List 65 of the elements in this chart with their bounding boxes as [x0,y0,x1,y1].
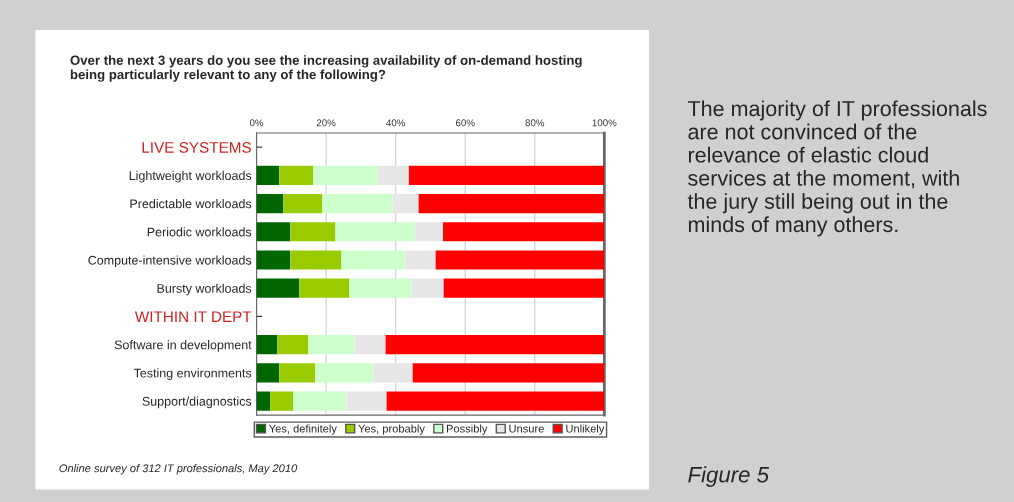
bar [313,165,379,185]
x-tick-label: 20% [316,119,336,127]
x-tick-label: 40% [386,119,406,127]
bar [373,363,413,383]
bar [283,193,323,214]
legend-label: Unsure [509,424,544,433]
bar [443,278,605,298]
bar [341,250,406,270]
y-tick-label: LIVE SYSTEMS [142,142,251,153]
y-tick-label: Compute-intensive workloads [88,255,252,268]
bar [378,165,409,185]
text: The majority of IT professionals are not convinced of the relevance of elastic cloud services at the moment, with the jury still being out in the minds of many others. [687,100,987,237]
bar [293,391,347,411]
y-tick-label: Predictable workloads [130,199,252,209]
legend-label: Yes, definitely [268,424,337,435]
bar [414,222,443,242]
text: Online survey of 312 IT professionals, May 2010 [59,464,298,475]
bar [322,193,393,214]
bar [392,193,419,214]
bar [405,250,436,270]
bar [277,335,309,355]
bar [442,222,605,242]
legend-label: Unlikely [566,424,605,435]
bar [408,165,605,185]
bar [256,335,278,355]
bar [335,222,415,242]
bar [256,165,280,185]
bar [256,193,284,214]
bar [256,363,280,383]
y-tick-label: Support/diagnostics [142,396,252,409]
y-tick-label: Software in development [114,340,252,352]
y-tick-label: Periodic workloads [147,227,252,237]
bar [315,363,374,383]
bar [354,335,386,355]
caption: Figure 5 [688,466,770,487]
bar [418,193,605,214]
bar [279,165,314,185]
bar [290,250,342,270]
x-tick-label: 60% [455,119,475,127]
bar [256,222,291,242]
bar [256,250,291,270]
bar [290,222,336,242]
bar [256,391,271,411]
bar [308,335,355,355]
bar [256,278,300,298]
y-tick-label: WITHIN IT DEPT [134,311,252,322]
x-tick-label: 80% [525,119,545,127]
x-tick-label: 100% [592,119,617,127]
x-tick-label: 0% [249,119,264,127]
y-tick-label: Bursty workloads [157,283,252,296]
bar [411,278,444,298]
bar [270,391,294,411]
bar [349,278,412,298]
bar [346,391,387,411]
bar [412,363,605,383]
chart-title: Over the next 3 years do you see the increasing availability of on-demand hosting being particularly relevant to any of the following? [70,55,582,82]
legend-label: Yes, probably [358,424,425,435]
y-tick-label: Testing environments [133,368,252,380]
bar [279,363,316,383]
legend-label: Possibly [446,424,488,435]
bar [385,335,605,355]
bar [435,250,605,270]
bar [386,391,605,411]
bar [299,278,350,298]
y-tick-label: Lightweight workloads [129,170,252,183]
